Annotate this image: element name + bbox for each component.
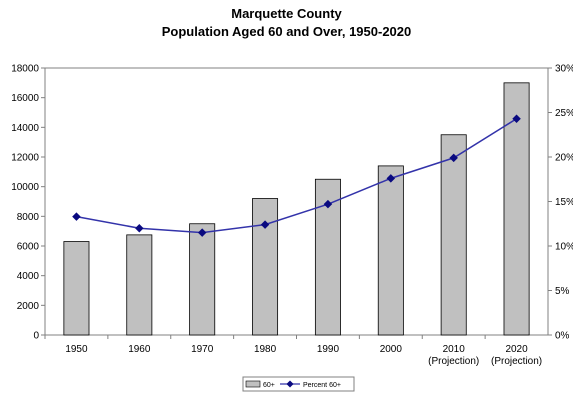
- bar: [377, 165, 404, 336]
- x-axis-tick-label: 2000: [380, 344, 403, 355]
- left-axis-tick-label: 16000: [11, 93, 39, 104]
- right-axis-tick-label: 30%: [555, 64, 573, 75]
- right-axis-tick-label: 5%: [555, 286, 570, 297]
- x-axis-tick-label: 2020: [505, 344, 528, 355]
- x-axis-tick-sublabel: (Projection): [428, 356, 479, 367]
- line-point: [260, 220, 270, 229]
- line-point: [449, 153, 458, 163]
- line-point: [323, 199, 333, 209]
- legend-label-percent: Percent 60+: [303, 382, 341, 389]
- legend-marker: [286, 380, 294, 388]
- bar: [189, 223, 216, 336]
- right-axis-tick-label: 0%: [555, 331, 570, 342]
- right-axis-tick-label: 10%: [555, 242, 573, 253]
- bar: [252, 198, 279, 336]
- x-axis-tick-label: 1970: [191, 344, 214, 355]
- plot-area: [44, 67, 549, 336]
- right-axis-tick-label: 25%: [555, 108, 573, 119]
- line-point: [386, 174, 396, 183]
- left-axis-tick-label: 12000: [11, 153, 39, 164]
- bar: [503, 82, 530, 336]
- left-axis-tick-label: 2000: [17, 301, 40, 312]
- legend: 60+ Percent 60+: [242, 376, 355, 392]
- left-axis-tick-label: 8000: [17, 212, 40, 223]
- bar: [440, 134, 467, 336]
- left-axis-tick-label: 18000: [11, 64, 39, 75]
- x-axis-tick-label: 1960: [128, 344, 151, 355]
- bar: [63, 241, 90, 336]
- x-axis-tick-label: 1950: [65, 344, 88, 355]
- line-point: [197, 228, 207, 237]
- right-axis-tick-label: 20%: [555, 153, 573, 164]
- line-point: [72, 212, 81, 221]
- left-axis-tick-label: 0: [33, 331, 39, 342]
- left-axis-tick-label: 6000: [17, 242, 40, 253]
- x-axis-tick-sublabel: (Projection): [491, 356, 542, 367]
- legend-bar-swatch: [245, 380, 261, 388]
- series-line-percent: [76, 118, 517, 234]
- line-point: [135, 223, 144, 233]
- legend-label-60plus: 60+: [263, 382, 275, 389]
- x-axis-tick-label: 2010: [443, 344, 466, 355]
- left-axis-tick-label: 14000: [11, 123, 39, 134]
- bar: [126, 234, 153, 336]
- chart-subtitle: Population Aged 60 and Over, 1950-2020: [161, 24, 412, 39]
- left-axis-tick-label: 10000: [11, 182, 39, 193]
- left-axis-tick-label: 4000: [17, 271, 40, 282]
- chart-title: Marquette County: [231, 6, 342, 21]
- right-axis-tick-label: 15%: [555, 197, 573, 208]
- x-axis-tick-label: 1990: [317, 344, 340, 355]
- x-axis-tick-label: 1980: [254, 344, 277, 355]
